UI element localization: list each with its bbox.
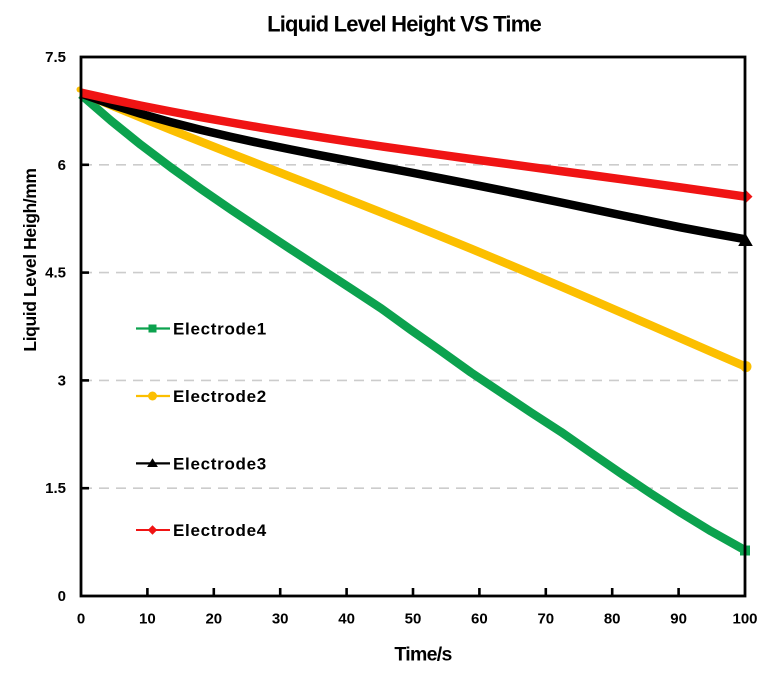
svg-text:90: 90 — [670, 611, 687, 628]
svg-text:30: 30 — [272, 611, 289, 628]
svg-text:Electrode4: Electrode4 — [173, 521, 267, 540]
svg-text:50: 50 — [405, 611, 422, 628]
svg-text:4.5: 4.5 — [45, 265, 66, 282]
svg-text:Electrode1: Electrode1 — [173, 320, 267, 339]
svg-text:80: 80 — [604, 611, 621, 628]
svg-text:0: 0 — [58, 588, 66, 605]
svg-text:3: 3 — [58, 372, 66, 389]
svg-text:Electrode3: Electrode3 — [173, 454, 267, 473]
svg-text:20: 20 — [205, 611, 222, 628]
svg-text:10: 10 — [139, 611, 156, 628]
svg-text:60: 60 — [471, 611, 488, 628]
svg-text:40: 40 — [338, 611, 355, 628]
svg-text:Liquid Level Heigh/mm: Liquid Level Heigh/mm — [20, 168, 40, 351]
svg-text:7.5: 7.5 — [45, 49, 66, 66]
svg-text:1.5: 1.5 — [45, 480, 66, 497]
svg-text:0: 0 — [77, 611, 85, 628]
svg-text:100: 100 — [732, 611, 757, 628]
svg-text:6: 6 — [58, 157, 66, 174]
svg-text:Electrode2: Electrode2 — [173, 387, 267, 406]
svg-text:Time/s: Time/s — [394, 644, 452, 666]
svg-text:Liquid Level Height VS Time: Liquid Level Height VS Time — [267, 12, 541, 37]
svg-text:70: 70 — [537, 611, 554, 628]
